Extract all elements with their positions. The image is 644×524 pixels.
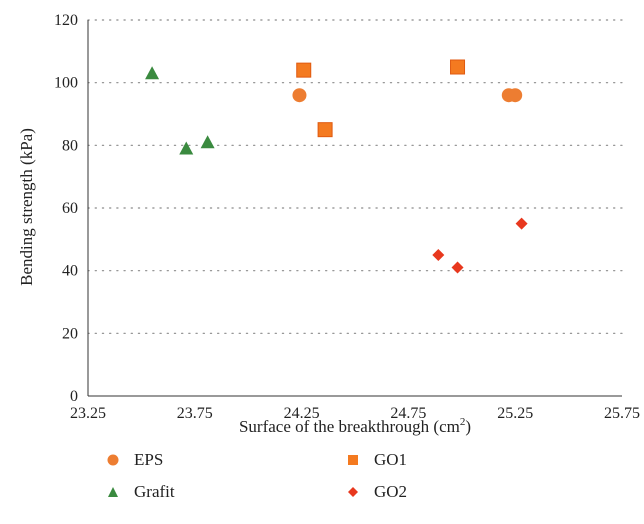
data-point-go2	[451, 261, 464, 274]
legend-label: GO1	[374, 450, 408, 469]
triangle-marker-icon	[108, 487, 118, 497]
circle-marker-icon	[107, 454, 119, 466]
y-tick-label: 20	[62, 325, 78, 342]
y-tick-labels: 0 20 40 60 80 100 120	[54, 12, 78, 405]
x-tick-label: 24.75	[390, 405, 426, 422]
y-tick-label: 40	[62, 263, 78, 280]
scatter-chart: 23.25 23.75 24.25 24.75 25.25 25.75 0 20 40 60 80…	[17, 12, 640, 436]
y-tick-label: 0	[70, 388, 78, 405]
x-tick-label: 23.75	[177, 405, 213, 422]
diamond-marker-icon	[348, 487, 358, 497]
x-tick-label: 24.25	[284, 405, 320, 422]
x-axis-title: Surface of the breakthrough (cm2)	[239, 416, 471, 436]
legend-item-grafit: Grafit	[106, 482, 175, 502]
x-tick-label: 23.25	[70, 405, 106, 422]
y-tick-label: 60	[62, 200, 78, 217]
data-point-grafit	[179, 141, 194, 155]
y-tick-label: 80	[62, 137, 78, 154]
legend-item-go1: GO1	[346, 450, 407, 470]
data-point-go1	[450, 59, 466, 75]
grid-lines	[87, 19, 623, 334]
legend-label: EPS	[134, 450, 164, 469]
data-point-grafit	[145, 66, 160, 80]
legend-item-go2: GO2	[346, 482, 407, 502]
legend-item-eps: EPS	[106, 450, 163, 470]
data-point-go2	[432, 249, 445, 261]
data-points	[145, 59, 528, 274]
data-point-grafit	[200, 135, 215, 149]
y-tick-label: 100	[54, 75, 78, 92]
x-tick-label: 25.25	[497, 405, 533, 422]
legend: EPS GO1 Grafit GO2	[0, 446, 644, 524]
legend-label: Grafit	[134, 482, 175, 501]
x-tick-labels: 23.25 23.75 24.25 24.75 25.25 25.75	[70, 405, 640, 422]
legend-label: GO2	[374, 482, 408, 501]
data-point-go1	[317, 122, 333, 138]
axes	[87, 20, 622, 397]
data-point-go2	[515, 217, 528, 230]
x-tick-label: 25.75	[604, 405, 640, 422]
data-point-eps	[508, 88, 523, 103]
square-marker-icon	[348, 455, 358, 465]
y-tick-label: 120	[54, 12, 78, 29]
data-point-eps	[292, 88, 307, 103]
data-point-go1	[296, 62, 312, 78]
y-axis-title: Bending strength (kPa)	[17, 128, 36, 286]
